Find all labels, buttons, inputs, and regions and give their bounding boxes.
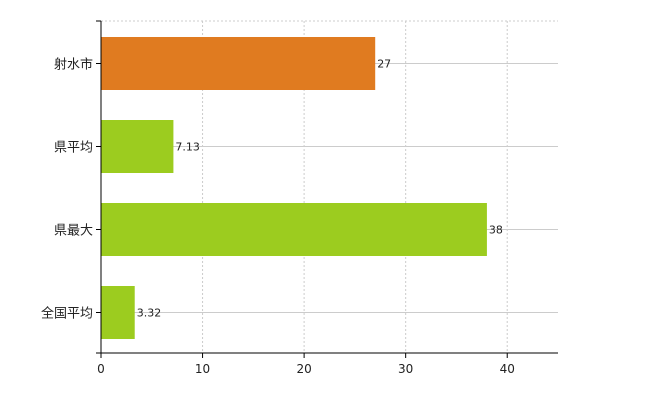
bar-4 <box>101 286 135 339</box>
category-label: 射水市 <box>54 57 93 73</box>
category-label: 県最大 <box>54 224 93 239</box>
data-label: 38 <box>489 224 503 237</box>
bar-3 <box>101 203 487 256</box>
data-label: 3.32 <box>137 307 162 320</box>
x-tick-label: 40 <box>500 362 515 376</box>
axes <box>96 20 558 358</box>
data-label: 7.13 <box>175 141 200 154</box>
bars <box>101 37 487 339</box>
x-tick-label: 10 <box>195 362 210 376</box>
x-tick-label: 30 <box>398 362 413 376</box>
data-label: 27 <box>377 58 391 71</box>
labels: 27 射水市 7.13 県平均 38 県最大 3.32 全国平均 0 10 20 30 40 <box>41 57 515 377</box>
x-tick-label: 0 <box>97 362 105 376</box>
x-tick-label: 20 <box>296 362 311 376</box>
category-label: 全国平均 <box>41 306 93 322</box>
bar-1 <box>101 37 376 90</box>
bar-2 <box>101 120 174 173</box>
category-label: 県平均 <box>54 141 93 156</box>
